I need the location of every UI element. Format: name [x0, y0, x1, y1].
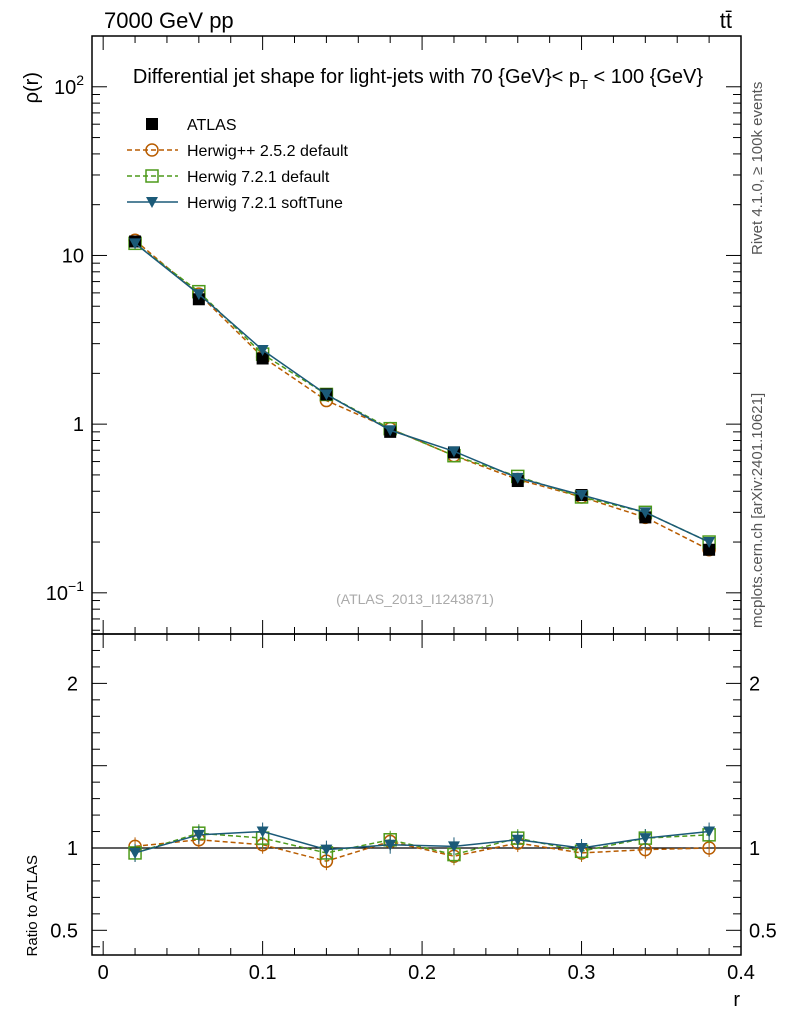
- legend-item: Herwig++ 2.5.2 default: [127, 143, 349, 160]
- x-axis-label: r: [733, 989, 740, 1011]
- ratio-point: [192, 829, 205, 841]
- series-herwig-2-5-2-default: [128, 233, 716, 871]
- data-point: [703, 543, 716, 556]
- data-point: [192, 289, 205, 301]
- legend-item: Herwig 7.2.1 softTune: [127, 195, 343, 212]
- legend-item: Herwig 7.2.1 default: [127, 169, 330, 186]
- y-tick-label: 1: [73, 414, 84, 436]
- series-herwig-7-2-1-default: [128, 236, 716, 864]
- ratio-point: [575, 843, 588, 854]
- legend-label: Herwig 7.2.1 softTune: [187, 195, 343, 212]
- legend-label: Herwig 7.2.1 default: [187, 169, 330, 186]
- legend: ATLAS Herwig++ 2.5.2 default Herwig 7.2.1 …: [127, 117, 349, 212]
- data-point: [256, 345, 269, 357]
- data-point: [384, 425, 397, 437]
- data-point: [575, 490, 588, 502]
- x-tick-label: 0.2: [408, 962, 436, 984]
- ratio-point: [129, 847, 142, 859]
- y-tick-label: 10−1: [46, 578, 84, 605]
- legend-marker: [145, 143, 159, 157]
- reference-label: (ATLAS_2013_I1243871): [336, 591, 494, 607]
- x-tick-label: 0.4: [727, 962, 755, 984]
- ratio-point: [384, 839, 397, 851]
- legend-marker: [146, 118, 158, 130]
- process-label: tt̄: [720, 8, 732, 33]
- source-label: mcplots.cern.ch [arXiv:2401.10621]: [749, 393, 766, 628]
- legend-label: Herwig++ 2.5.2 default: [187, 143, 349, 160]
- ratio-series-line: [134, 839, 710, 862]
- data-point: [447, 446, 460, 458]
- x-tick-label: 0.3: [568, 962, 596, 984]
- legend-marker: [145, 169, 159, 183]
- ratio-point: [639, 833, 652, 845]
- legend-label: ATLAS: [187, 117, 237, 134]
- ratio-point: [511, 834, 524, 846]
- ratio-axis-label: Ratio to ATLAS: [24, 855, 41, 956]
- data-point: [320, 389, 333, 401]
- ratio-point: [447, 841, 460, 853]
- y-tick-label: 102: [54, 72, 84, 99]
- ratio-plot-frame: [91, 633, 742, 956]
- series-line: [134, 242, 710, 543]
- legend-marker: [146, 197, 158, 208]
- data-point: [639, 507, 652, 519]
- ratio-tick-label-left: 0.5: [50, 920, 78, 942]
- series-line: [134, 242, 710, 543]
- rivet-version-label: Rivet 4.1.0, ≥ 100k events: [749, 82, 766, 255]
- data-point: [703, 537, 716, 549]
- ratio-series-line: [134, 832, 710, 856]
- ratio-tick-label-left: 2: [67, 673, 78, 695]
- chart-title: Differential jet shape for light-jets wi…: [133, 66, 703, 92]
- ratio-tick-label-left: 1: [67, 838, 78, 860]
- series-herwig-7-2-1-softtune: [129, 238, 716, 862]
- data-point: [256, 352, 269, 365]
- ratio-tick-label-right: 2: [749, 673, 760, 695]
- ratio-point: [256, 826, 269, 838]
- ratio-point: [320, 844, 333, 856]
- ratio-series-line: [134, 830, 710, 854]
- x-tick-label: 0.1: [249, 962, 277, 984]
- x-tick-label: 0: [98, 962, 109, 984]
- data-point: [511, 472, 524, 484]
- series-line: [134, 239, 710, 551]
- y-axis-label: ρ(r): [21, 72, 43, 103]
- ratio-plot-border: [91, 633, 742, 956]
- ratio-tick-label-right: 0.5: [749, 920, 777, 942]
- data-point: [129, 238, 142, 250]
- y-tick-label: 10: [62, 245, 84, 267]
- energy-label: 7000 GeV pp: [104, 8, 234, 33]
- ratio-tick-label-right: 1: [749, 838, 760, 860]
- ratio-point: [703, 826, 716, 838]
- legend-item: ATLAS: [146, 117, 237, 134]
